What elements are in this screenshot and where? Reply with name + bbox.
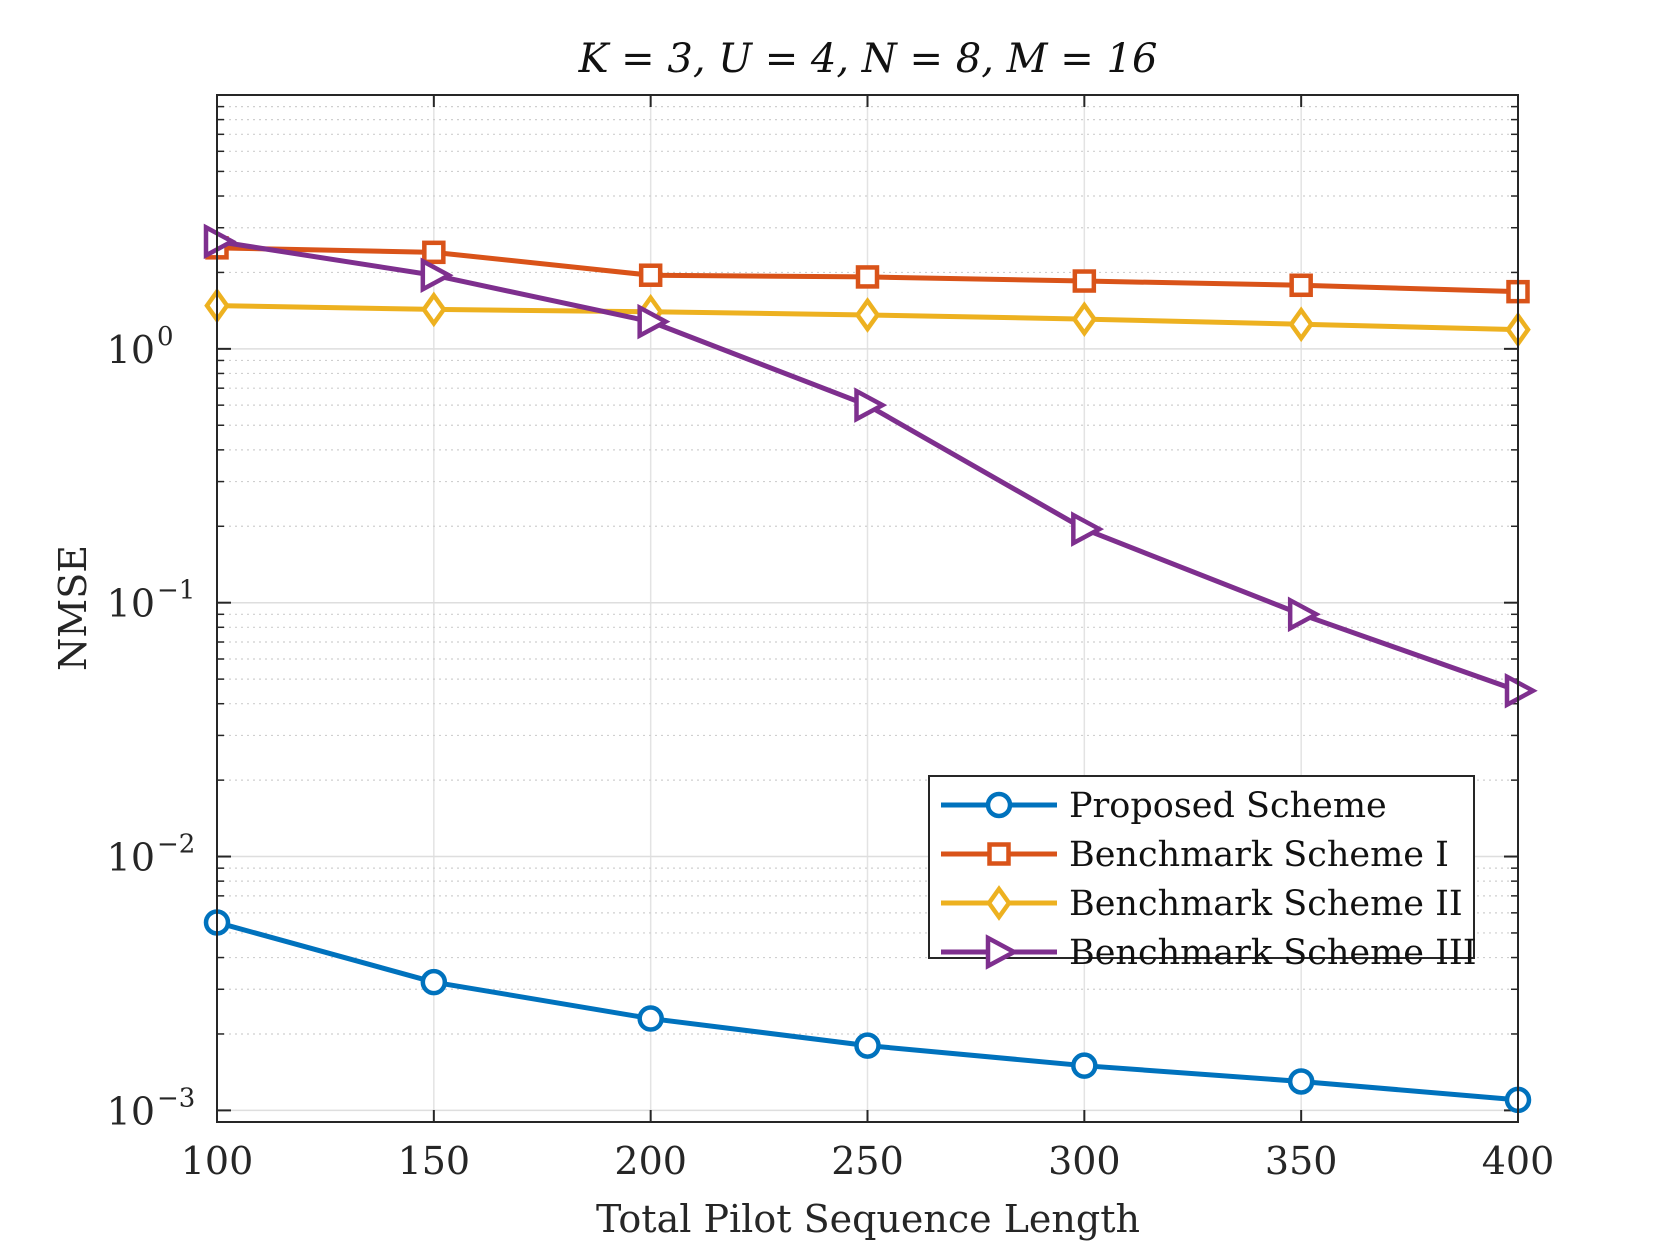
x-tick-label: 100 <box>181 1139 254 1183</box>
x-axis-title: Total Pilot Sequence Length <box>596 1197 1140 1241</box>
legend-label: Benchmark Scheme I <box>1069 835 1449 875</box>
series-4 <box>203 223 1538 709</box>
plot-frame <box>216 94 1519 1123</box>
legend-entry: Benchmark Scheme II <box>941 884 1463 924</box>
data-point-marker <box>1288 306 1314 343</box>
chart-title: K = 3, U = 4, N = 8, M = 16 <box>578 36 1158 82</box>
legend-entry: Benchmark Scheme I <box>941 835 1449 875</box>
data-point-marker <box>1071 511 1105 547</box>
data-point-marker <box>854 387 888 423</box>
x-tick-labels: 100 150 200 250 300 350 400 <box>181 1139 1555 1183</box>
data-point-marker <box>1504 672 1538 709</box>
data-point-marker <box>420 968 448 996</box>
data-point-marker <box>854 297 881 333</box>
y-tick-label: 10 <box>107 328 155 372</box>
x-tick-label: 150 <box>398 1139 471 1183</box>
data-point-marker <box>1287 1068 1315 1095</box>
data-point-marker <box>638 263 663 287</box>
data-point-marker <box>1071 1052 1098 1079</box>
y-tick-exponent: −3 <box>157 1083 195 1113</box>
x-tick-label: 350 <box>1265 1139 1338 1183</box>
data-point-marker <box>637 1005 664 1032</box>
data-point-marker <box>203 223 237 260</box>
data-point-marker <box>420 257 454 293</box>
data-point-marker <box>854 1032 881 1059</box>
legend: Proposed Scheme Benchmark Scheme I Benchma… <box>928 775 1477 973</box>
x-tick-label: 200 <box>614 1139 687 1183</box>
data-point-marker <box>1071 301 1098 337</box>
data-point-marker <box>855 265 880 289</box>
legend-marker <box>987 842 1011 866</box>
y-tick-label: 10 <box>107 1089 155 1133</box>
legend-label: Proposed Scheme <box>1069 786 1387 826</box>
y-tick-exponent: −2 <box>157 830 195 860</box>
data-point-marker <box>637 303 671 340</box>
legend-entry: Benchmark Scheme III <box>941 933 1477 973</box>
data-point-marker <box>421 291 447 328</box>
data-point-marker <box>1287 596 1321 633</box>
y-axis-title: NMSE <box>51 545 95 671</box>
y-tick-exponent: 0 <box>157 322 174 352</box>
legend-marker <box>985 934 1019 970</box>
legend-marker <box>985 791 1013 819</box>
x-tick-label: 300 <box>1048 1139 1121 1183</box>
data-point-marker <box>1072 269 1097 293</box>
data-point-marker <box>422 240 446 265</box>
series-lines <box>203 223 1538 1114</box>
legend-entry: Proposed Scheme <box>941 786 1387 826</box>
x-tick-label: 400 <box>1482 1139 1555 1183</box>
legend-label: Benchmark Scheme III <box>1069 933 1477 973</box>
y-tick-label: 10 <box>107 582 155 626</box>
legend-label: Benchmark Scheme II <box>1069 884 1463 924</box>
x-tick-label: 250 <box>831 1139 904 1183</box>
y-tick-label: 10 <box>107 836 155 880</box>
legend-marker <box>986 885 1012 921</box>
y-tick-exponent: −1 <box>157 576 195 606</box>
data-point-marker <box>1289 273 1313 298</box>
